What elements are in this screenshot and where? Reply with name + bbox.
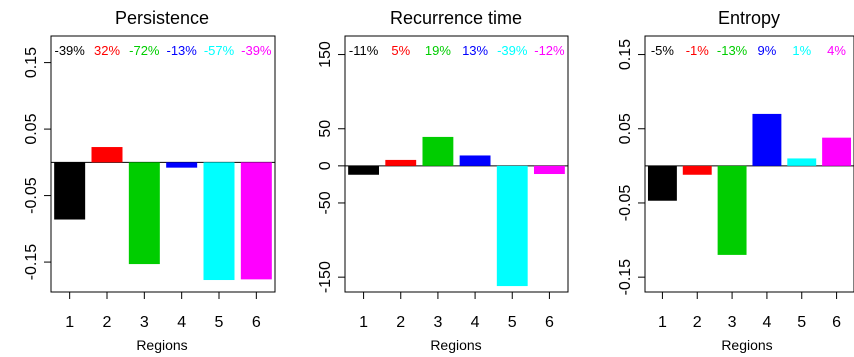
pct-label: -39%	[497, 43, 528, 58]
pct-label: -13%	[166, 43, 197, 58]
category-label: 3	[140, 314, 149, 331]
bar-region-3	[717, 165, 747, 255]
bar-region-4	[752, 113, 782, 166]
category-label: 4	[471, 314, 480, 331]
category-label: 3	[728, 314, 737, 331]
pct-label: -13%	[717, 43, 748, 58]
bar-region-2	[91, 147, 123, 163]
category-label: 6	[252, 314, 261, 331]
y-tick-label: -0.05	[23, 177, 40, 214]
pct-label: 1%	[792, 43, 811, 58]
pct-label: -39%	[241, 43, 272, 58]
y-tick-label: 50	[317, 120, 334, 138]
category-label: 6	[545, 314, 554, 331]
pct-label: -39%	[54, 43, 85, 58]
pct-label: 4%	[827, 43, 846, 58]
category-label: 5	[215, 314, 224, 331]
x-axis-label: Regions	[721, 337, 772, 353]
bar-region-1	[54, 162, 86, 220]
y-tick-label: 0.15	[617, 39, 634, 70]
category-label: 5	[508, 314, 517, 331]
pct-label: -5%	[651, 43, 675, 58]
chart-title: Entropy	[718, 8, 780, 28]
y-tick-label: -0.05	[617, 185, 634, 222]
plot-frame	[644, 35, 854, 293]
bar-region-6	[533, 165, 565, 175]
bar-region-1	[348, 165, 380, 175]
pct-label: -57%	[204, 43, 235, 58]
y-tick-label: 150	[317, 41, 334, 68]
bar-region-5	[496, 165, 528, 287]
category-label: 6	[832, 314, 841, 331]
y-tick-label: -50	[317, 191, 334, 214]
pct-label: 32%	[94, 43, 120, 58]
plot-frame	[344, 35, 569, 293]
bar-region-2	[385, 159, 417, 166]
bar-region-5	[203, 162, 235, 281]
bar-region-3	[422, 136, 454, 166]
x-axis-label: Regions	[430, 337, 481, 353]
bar-region-2	[682, 165, 712, 175]
category-label: 2	[103, 314, 112, 331]
category-label: 4	[762, 314, 771, 331]
bar-region-5	[787, 158, 817, 166]
category-label: 5	[797, 314, 806, 331]
category-label: 3	[433, 314, 442, 331]
x-axis-label: Regions	[136, 337, 187, 353]
category-label: 1	[359, 314, 368, 331]
pct-label: -72%	[129, 43, 160, 58]
category-label: 2	[396, 314, 405, 331]
category-label: 1	[65, 314, 74, 331]
bar-region-4	[459, 155, 491, 166]
y-tick-label: 0.15	[23, 47, 40, 78]
pct-label: 5%	[391, 43, 410, 58]
chart-panel-2: Recurrence time -150 -50 0 50 150 -11% 1 5% 2 19% 3…	[317, 8, 569, 353]
bar-region-3	[128, 162, 160, 265]
y-tick-label: -0.15	[23, 244, 40, 281]
y-tick-label: 0.05	[23, 113, 40, 144]
bar-region-6	[240, 162, 272, 280]
chart-title: Recurrence time	[390, 8, 522, 28]
pct-label: 19%	[425, 43, 451, 58]
chart-panel-3: Entropy -0.15 -0.05 0.05 0.15 -5% 1 -1% 2 -13% 3 9%…	[617, 8, 854, 353]
pct-label: -11%	[349, 43, 379, 58]
category-label: 1	[658, 314, 667, 331]
y-tick-label: 0	[317, 161, 334, 170]
bar-region-6	[822, 137, 852, 166]
pct-label: -1%	[686, 43, 710, 58]
pct-label: -12%	[534, 43, 565, 58]
y-tick-label: -0.15	[617, 259, 634, 296]
pct-label: 9%	[758, 43, 777, 58]
bar-region-4	[166, 162, 198, 168]
category-label: 4	[177, 314, 186, 331]
bar-region-1	[647, 165, 677, 201]
chart-panel-1: Persistence -0.15 -0.05 0.05 0.15 -39% 1 32% 2 -7…	[23, 8, 276, 353]
y-tick-label: -150	[317, 261, 334, 293]
plot-frame	[50, 35, 276, 293]
chart-title: Persistence	[115, 8, 209, 28]
category-label: 2	[693, 314, 702, 331]
pct-label: 13%	[462, 43, 488, 58]
y-tick-label: 0.05	[617, 113, 634, 144]
